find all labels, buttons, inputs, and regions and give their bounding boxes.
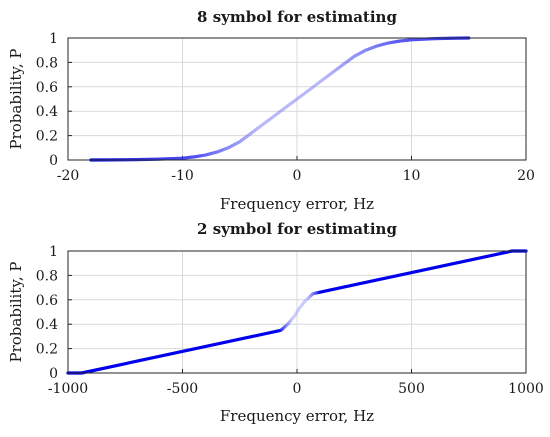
top-chart-ylabel: Probability, P	[7, 49, 25, 150]
bottom-chart-xtick-label: 1000	[508, 381, 544, 397]
top-chart-series-line	[89, 36, 471, 162]
bottom-chart-series-line	[66, 249, 528, 375]
bottom-chart-frame	[67, 250, 527, 374]
top-chart-ytick-label: 0.2	[36, 129, 58, 145]
top-chart-ticks: -20 -10 0 10 20 0 0.2 0.4 0.6 0.8 1	[36, 31, 535, 184]
top-chart-xlabel: Frequency error, Hz	[220, 195, 374, 213]
top-chart-xtick-label: 0	[293, 168, 302, 184]
bottom-chart-ytick-label: 1	[49, 244, 58, 260]
top-chart-xtick-label: 10	[403, 168, 421, 184]
top-chart-ytick-label: 0.6	[36, 80, 58, 96]
top-chart-ytick-label: 0.8	[36, 55, 58, 71]
bottom-chart-xtick-label: 500	[398, 381, 425, 397]
bottom-chart-ytick-label: 0.4	[36, 317, 58, 333]
top-chart-xtick-label: 20	[517, 168, 535, 184]
top-chart: 8 symbol for estimating -20 -10 0 10 20 0 0.2 0…	[7, 8, 535, 213]
bottom-chart-title: 2 symbol for estimating	[197, 220, 397, 238]
top-chart-xtick-label: -20	[57, 168, 80, 184]
top-chart-frame	[67, 37, 527, 161]
bottom-chart-ytick-label: 0	[49, 366, 58, 382]
bottom-chart-xlabel: Frequency error, Hz	[220, 407, 374, 425]
top-chart-ytick-label: 0.4	[36, 104, 58, 120]
bottom-chart-ticks: -1000 -500 0 500 1000 0 0.2 0.4 0.6 0.8 1	[36, 244, 544, 397]
bottom-chart-xtick-label: -500	[167, 381, 198, 397]
top-chart-xtick-label: -10	[171, 168, 194, 184]
bottom-chart-xtick-label: 0	[293, 381, 302, 397]
bottom-chart-ylabel: Probability, P	[7, 262, 25, 363]
bottom-chart-ytick-label: 0.6	[36, 293, 58, 309]
bottom-chart-xtick-label: -1000	[48, 381, 88, 397]
bottom-chart-ytick-label: 0.2	[36, 342, 58, 358]
top-chart-ytick-label: 0	[49, 153, 58, 169]
bottom-chart: 2 symbol for estimating -1000 -500 0 500 100…	[7, 220, 544, 425]
top-chart-title: 8 symbol for estimating	[197, 8, 397, 26]
top-chart-ytick-label: 1	[49, 31, 58, 47]
bottom-chart-ytick-label: 0.8	[36, 268, 58, 284]
